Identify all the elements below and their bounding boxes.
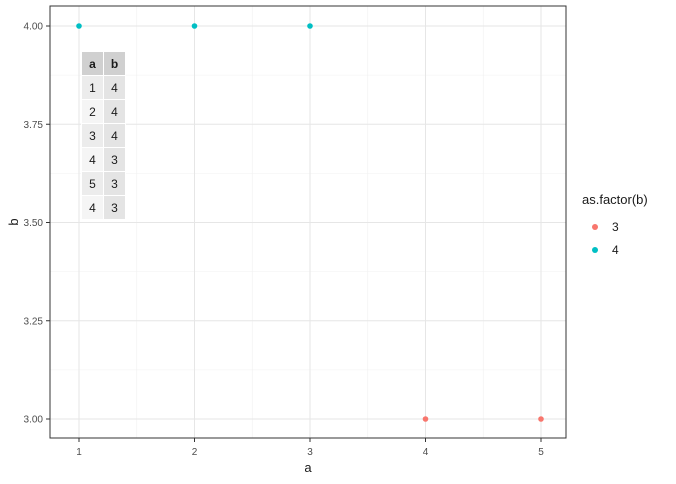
- x-tick-label: 2: [192, 447, 198, 458]
- y-tick-label: 4.00: [24, 22, 44, 33]
- y-tick-label: 3.00: [24, 415, 44, 426]
- legend-title: as.factor(b): [582, 192, 648, 207]
- table-cell: 4: [103, 75, 126, 100]
- legend-dot-icon: [592, 223, 598, 230]
- panel-border: [49, 5, 567, 439]
- table-cell: 4: [103, 123, 126, 148]
- table-header: a: [81, 51, 104, 76]
- table-cell: 3: [103, 147, 126, 172]
- y-tick-label: 3.25: [24, 316, 44, 327]
- table-cell: 4: [103, 99, 126, 124]
- y-axis-label: b: [6, 218, 21, 225]
- data-point: [538, 416, 544, 422]
- data-point: [307, 23, 313, 29]
- legend-item: 4: [592, 238, 648, 261]
- table-cell: 5: [81, 171, 104, 196]
- table-cell: 1: [81, 75, 104, 100]
- x-tick-label: 1: [76, 447, 82, 458]
- legend-item: 3: [592, 215, 648, 238]
- x-axis-label: a: [304, 460, 312, 475]
- y-tick-label: 3.75: [24, 120, 44, 131]
- table-cell: 3: [103, 171, 126, 196]
- x-tick-label: 3: [307, 447, 313, 458]
- table-cell: 4: [81, 147, 104, 172]
- table-header: b: [103, 51, 126, 76]
- table-cell: 4: [81, 195, 104, 220]
- table-cell: 3: [103, 195, 126, 220]
- legend-label: 4: [612, 242, 619, 257]
- table-cell: 2: [81, 99, 104, 124]
- data-point: [191, 23, 198, 29]
- table-cell: 3: [81, 123, 104, 148]
- legend-label: 3: [612, 219, 619, 234]
- data-point: [422, 416, 429, 422]
- data-point: [76, 23, 82, 29]
- x-tick-label: 4: [423, 447, 429, 458]
- x-tick-label: 5: [538, 447, 544, 458]
- y-tick-label: 3.50: [24, 218, 44, 229]
- legend: as.factor(b) 3 4: [582, 192, 648, 261]
- legend-dot-icon: [592, 246, 598, 253]
